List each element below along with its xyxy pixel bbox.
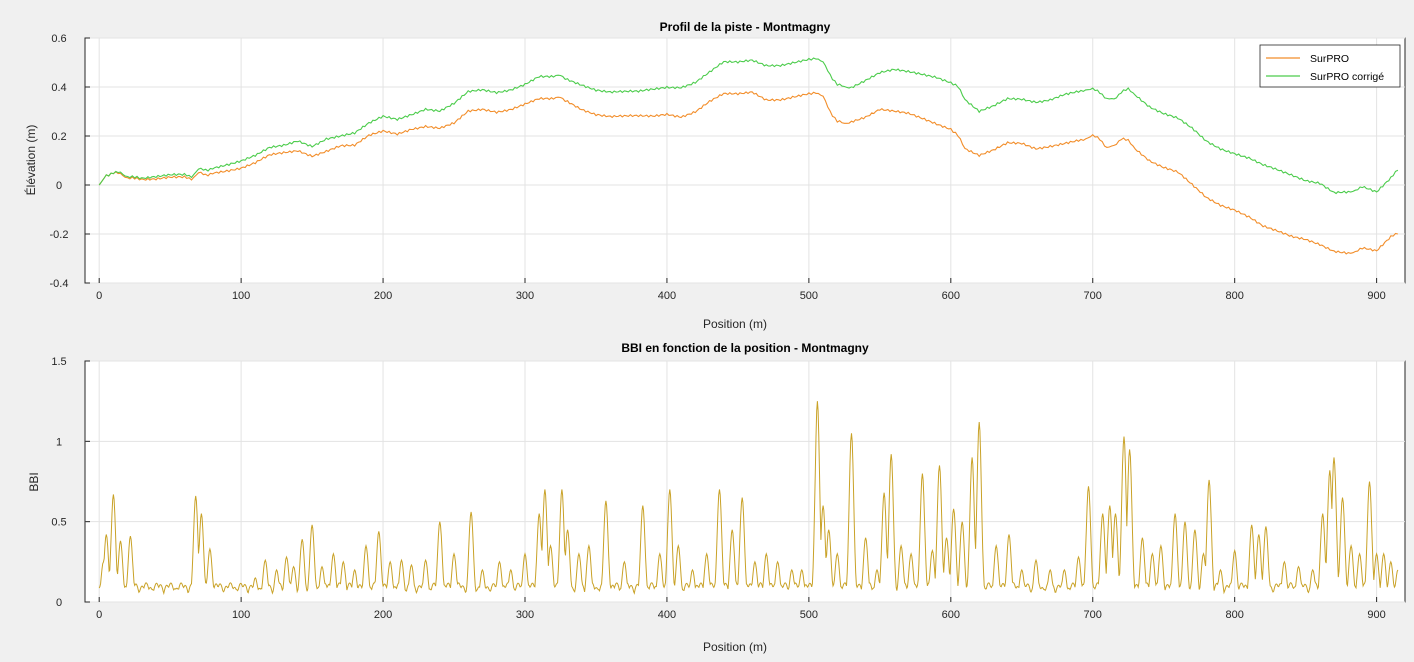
legend: SurPRO SurPRO corrigé — [1259, 44, 1401, 88]
y-tick-label: 1 — [56, 436, 62, 448]
bbi-series — [98, 401, 1399, 596]
x-tick-label: 0 — [96, 290, 102, 302]
y-tick-label: 0.5 — [51, 517, 66, 529]
x-tick-label: 100 — [232, 609, 250, 621]
y-tick-label: -0.2 — [50, 229, 69, 241]
y-tick-label: 0 — [56, 180, 62, 192]
x-tick-label: 200 — [374, 609, 392, 621]
bbi-axes: 0 100 200 300 400 500 600 700 800 900 0 0.5 1 1.5 BB… — [27, 341, 1406, 654]
bbi-y-ticks: 0 0.5 1 1.5 — [51, 356, 90, 609]
x-tick-label: 0 — [96, 609, 102, 621]
x-tick-label: 900 — [1367, 609, 1385, 621]
x-tick-label: 100 — [232, 290, 250, 302]
x-tick-label: 500 — [800, 290, 818, 302]
x-tick-label: 800 — [1225, 290, 1243, 302]
x-tick-label: 400 — [658, 609, 676, 621]
series-line-surpro-corrige — [98, 57, 1399, 195]
x-tick-label: 600 — [942, 290, 960, 302]
bbi-y-axis-label: BBI — [27, 472, 41, 491]
x-tick-label: 700 — [1084, 290, 1102, 302]
bbi-x-axis-label: Position (m) — [703, 640, 767, 654]
x-tick-label: 900 — [1367, 290, 1385, 302]
legend-label-surpro: SurPRO — [1310, 53, 1349, 65]
elevation-grid — [85, 37, 1405, 284]
y-tick-label: 0.2 — [51, 131, 66, 143]
x-tick-label: 600 — [942, 609, 960, 621]
x-tick-label: 500 — [800, 609, 818, 621]
y-tick-label: -0.4 — [50, 278, 69, 290]
y-tick-label: 0.6 — [51, 33, 66, 45]
x-tick-label: 300 — [516, 609, 534, 621]
bbi-x-ticks: 0 100 200 300 400 500 600 700 800 900 — [96, 597, 1386, 621]
elevation-y-ticks: -0.4 -0.2 0 0.2 0.4 0.6 — [50, 33, 90, 290]
elevation-x-axis-label: Position (m) — [703, 317, 767, 331]
elevation-y-axis-label: Élévation (m) — [23, 125, 38, 196]
bbi-chart-title: BBI en fonction de la position - Montmag… — [621, 341, 869, 355]
legend-label-surpro-corrige: SurPRO corrigé — [1310, 71, 1384, 83]
series-line-surpro — [98, 91, 1399, 255]
elevation-series — [98, 57, 1399, 255]
x-tick-label: 300 — [516, 290, 534, 302]
y-tick-label: 0 — [56, 597, 62, 609]
elevation-chart-title: Profil de la piste - Montmagny — [660, 20, 831, 34]
x-tick-label: 200 — [374, 290, 392, 302]
elevation-axes: 0 100 200 300 400 500 600 700 800 900 -0.4 -0.2 0 0.… — [23, 20, 1406, 331]
y-tick-label: 0.4 — [51, 82, 66, 94]
x-tick-label: 800 — [1225, 609, 1243, 621]
y-tick-label: 1.5 — [51, 356, 66, 368]
x-tick-label: 700 — [1084, 609, 1102, 621]
series-line-bbi — [98, 401, 1399, 596]
elevation-plot-area — [84, 37, 1406, 284]
legend-box — [1259, 44, 1401, 88]
x-tick-label: 400 — [658, 290, 676, 302]
elevation-x-ticks: 0 100 200 300 400 500 600 700 800 900 — [96, 278, 1386, 302]
